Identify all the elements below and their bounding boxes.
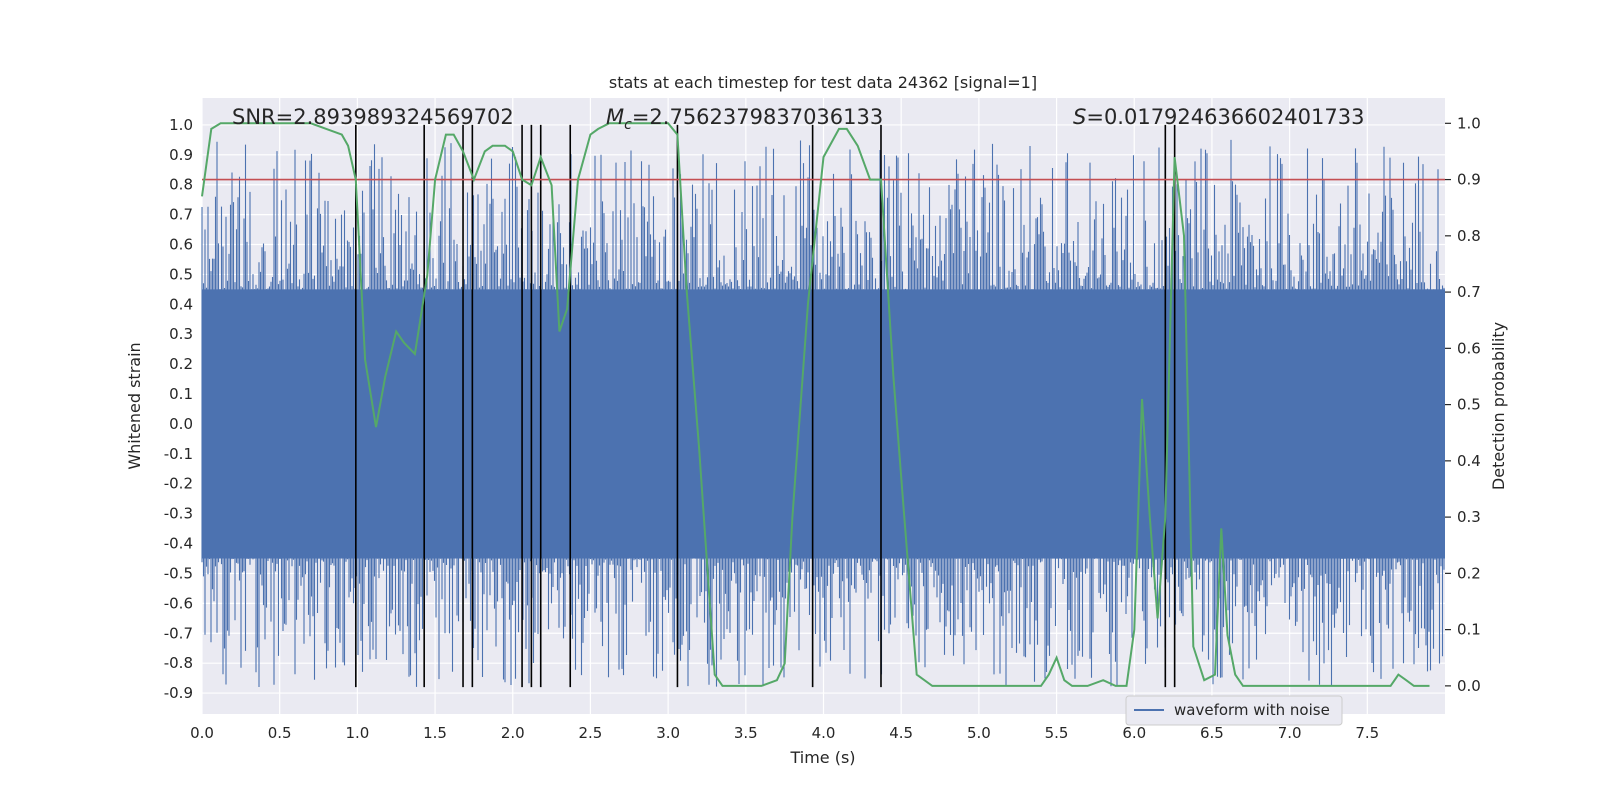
x-tick-label: 3.5 xyxy=(734,724,758,742)
y-left-tick-label: -0.8 xyxy=(164,654,193,672)
s-symbol: S xyxy=(1073,105,1086,129)
legend-label: waveform with noise xyxy=(1174,701,1330,719)
y-left-ticks: 1.0 0.9 0.8 0.7 0.6 0.5 0.4 0.3 0.2 0.1 0.0 -0.1 -0.… xyxy=(164,116,193,702)
y-left-tick-label: -0.4 xyxy=(164,535,193,553)
y-left-tick-label: -0.9 xyxy=(164,684,193,702)
y-left-tick-label: 1.0 xyxy=(169,116,193,134)
mc-symbol: M xyxy=(606,105,624,129)
probability-series-line xyxy=(201,122,1430,687)
y-left-tick-label: 0.1 xyxy=(169,385,193,403)
x-tick-label: 6.5 xyxy=(1200,724,1224,742)
y-right-tick-label: 0.4 xyxy=(1457,452,1481,470)
y-left-tick-label: 0.4 xyxy=(169,295,193,313)
x-tick-label: 7.5 xyxy=(1355,724,1379,742)
y-left-tick-label: 0.2 xyxy=(169,355,193,373)
x-tick-label: 6.0 xyxy=(1122,724,1146,742)
y-right-tick-label: 0.5 xyxy=(1457,396,1481,414)
y-right-tick-label: 1.0 xyxy=(1457,114,1481,132)
mc-subscript: c xyxy=(624,117,632,133)
chart-title: stats at each timestep for test data 243… xyxy=(609,73,1037,92)
y-right-tick-label: 0.6 xyxy=(1457,339,1481,357)
y-right-tick-label: 0.1 xyxy=(1457,621,1481,639)
s-annotation: S=0.017924636602401733 xyxy=(1073,105,1364,129)
y-left-tick-label: 0.6 xyxy=(169,236,193,254)
chirp-mass-annotation: Mc=2.7562379837036133 xyxy=(606,105,883,133)
x-ticks: 0.0 0.5 1.0 1.5 2.0 2.5 3.0 3.5 4.0 4.5 5.0 5.5 6.0 6… xyxy=(190,724,1379,742)
y-left-tick-label: 0.5 xyxy=(169,265,193,283)
x-tick-label: 0.0 xyxy=(190,724,214,742)
y-right-tick-label: 0.7 xyxy=(1457,283,1481,301)
y-left-tick-label: 0.9 xyxy=(169,146,193,164)
y-left-tick-label: -0.5 xyxy=(164,564,193,582)
y-right-axis-label: Detection probability xyxy=(1489,322,1508,490)
x-tick-label: 4.0 xyxy=(812,724,836,742)
y-right-tick-label: 0.9 xyxy=(1457,171,1481,189)
s-value: =0.017924636602401733 xyxy=(1086,105,1364,129)
x-tick-label: 1.0 xyxy=(345,724,369,742)
legend-box xyxy=(1125,695,1343,726)
y-right-tick-label: 0.0 xyxy=(1457,677,1481,695)
x-tick-label: 5.0 xyxy=(967,724,991,742)
y-left-tick-label: -0.1 xyxy=(164,445,193,463)
y-right-ticks: 1.0 0.9 0.8 0.7 0.6 0.5 0.4 0.3 0.2 0.1 0.0 xyxy=(1445,114,1481,695)
y-left-tick-label: -0.3 xyxy=(164,505,193,523)
x-tick-label: 1.5 xyxy=(423,724,447,742)
x-tick-label: 3.0 xyxy=(656,724,680,742)
y-right-tick-label: 0.3 xyxy=(1457,508,1481,526)
legend: waveform with noise xyxy=(1125,695,1343,726)
mc-value: =2.7562379837036133 xyxy=(632,105,883,129)
snr-annotation: SNR=2.893989324569702 xyxy=(232,105,514,129)
y-right-tick-label: 0.2 xyxy=(1457,564,1481,582)
x-axis-label: Time (s) xyxy=(789,748,855,767)
vertical-markers xyxy=(355,124,1176,688)
y-left-tick-label: -0.2 xyxy=(164,475,193,493)
y-right-tick-label: 0.8 xyxy=(1457,227,1481,245)
x-tick-label: 5.5 xyxy=(1045,724,1069,742)
x-tick-label: 0.5 xyxy=(268,724,292,742)
y-left-tick-label: -0.6 xyxy=(164,594,193,612)
y-left-tick-label: 0.0 xyxy=(169,415,193,433)
y-left-tick-label: 0.7 xyxy=(169,206,193,224)
y-left-axis-label: Whitened strain xyxy=(125,342,144,469)
x-tick-label: 2.0 xyxy=(501,724,525,742)
x-tick-label: 4.5 xyxy=(889,724,913,742)
x-tick-label: 7.0 xyxy=(1278,724,1302,742)
y-left-tick-label: 0.8 xyxy=(169,176,193,194)
y-left-tick-label: 0.3 xyxy=(169,325,193,343)
x-tick-label: 2.5 xyxy=(579,724,603,742)
waveform-series xyxy=(201,139,1445,687)
y-left-tick-label: -0.7 xyxy=(164,624,193,642)
